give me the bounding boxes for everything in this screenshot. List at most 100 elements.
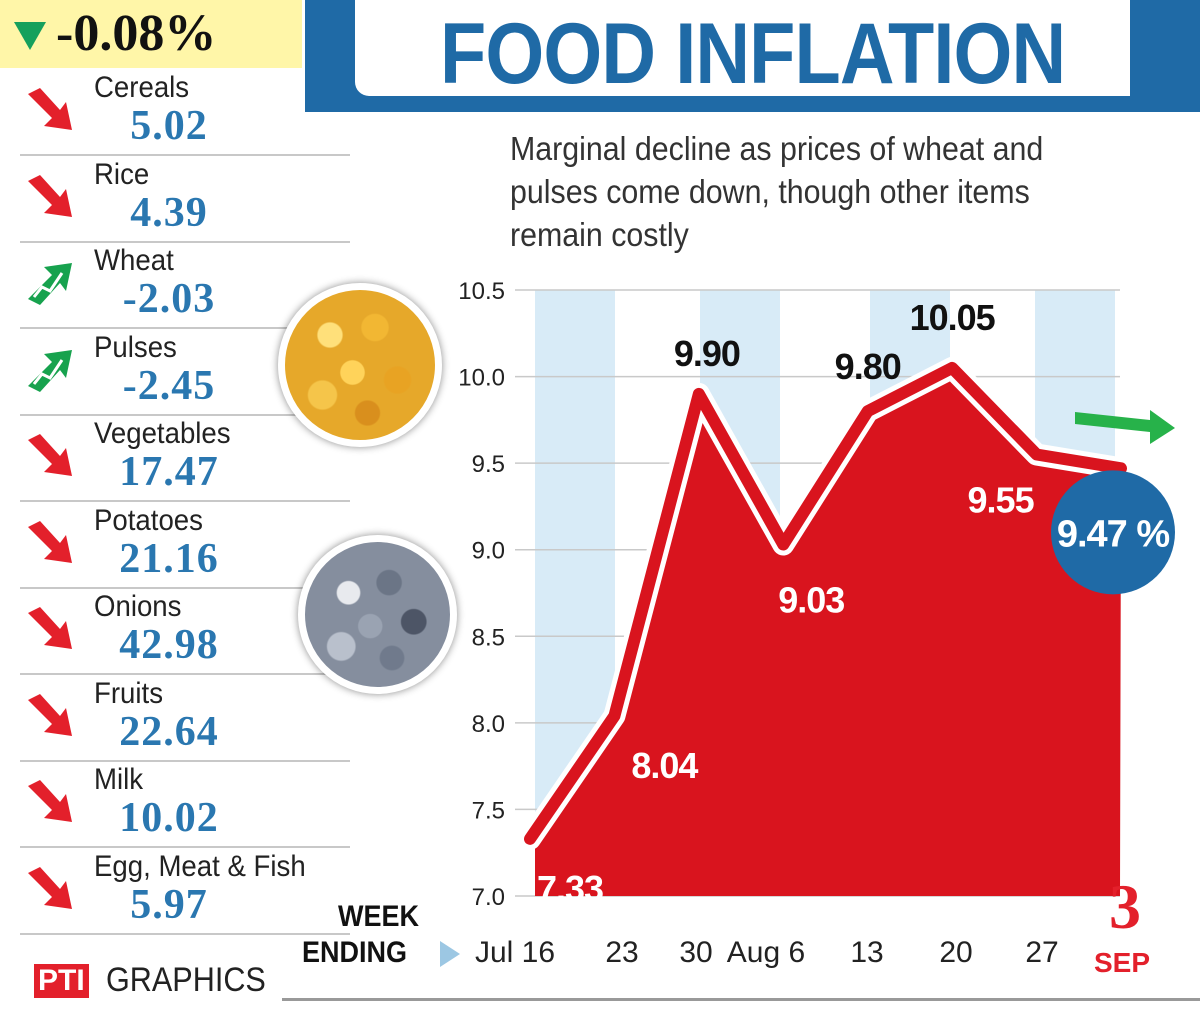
item-label: Wheat (94, 244, 174, 277)
item-label: Egg, Meat & Fish (94, 849, 306, 883)
divider (20, 932, 350, 935)
data-label: 9.80 (835, 346, 901, 387)
data-point (529, 837, 531, 840)
red-up-arrow-icon (26, 865, 74, 913)
item-label: Fruits (94, 676, 163, 710)
item-value: -2.03 (122, 276, 216, 322)
data-point (866, 410, 869, 413)
x-axis-label-line-2: ENDING (302, 936, 408, 969)
data-label: 9.90 (674, 333, 740, 374)
last-value-badge (1051, 470, 1175, 595)
pti-logo: PTI (34, 964, 89, 998)
data-point (782, 543, 785, 546)
data-label: 10.05 (910, 297, 996, 338)
pulses-image (298, 535, 457, 694)
x-tick-label: 23 (605, 936, 638, 969)
x-axis-label-line-1: WEEK (338, 900, 419, 933)
red-up-arrow-icon (26, 519, 74, 567)
divider (20, 846, 350, 848)
series-line (524, 361, 1127, 845)
x-tick-label: 30 (679, 936, 712, 969)
x-tick-label: Aug 6 (727, 936, 805, 969)
y-tick-label: 9.0 (472, 538, 505, 565)
wheat-grains-image (278, 283, 442, 447)
list-item: Rice 4.39 (0, 157, 350, 243)
green-down-arrow-icon (26, 259, 74, 307)
data-point (697, 392, 700, 395)
item-label: Rice (94, 157, 150, 191)
item-label: Onions (94, 590, 182, 623)
data-point (951, 366, 954, 369)
y-tick-label: 10.0 (458, 365, 505, 392)
footer-rule (282, 998, 1200, 1001)
y-tick-label: 8.5 (472, 624, 505, 651)
play-arrow-icon (440, 941, 460, 967)
divider (20, 240, 350, 243)
item-value: 21.16 (119, 535, 219, 582)
list-item: Fruits 22.64 (0, 676, 350, 762)
x-tick-label: 20 (939, 936, 972, 969)
data-point (613, 714, 616, 717)
y-tick-label: 7.0 (472, 884, 505, 911)
red-up-arrow-icon (26, 86, 74, 134)
list-item: Wheat -2.03 (0, 243, 350, 329)
y-tick-label: 7.5 (472, 797, 505, 824)
x-tick-label: SEP (1094, 947, 1150, 978)
list-item: Onions 42.98 (0, 589, 350, 675)
data-label: 9.03 (778, 580, 844, 621)
red-up-arrow-icon (26, 605, 74, 653)
item-value: 42.98 (119, 622, 219, 668)
divider (20, 413, 350, 416)
item-value: 22.64 (119, 708, 219, 755)
data-label: 9.55 (968, 479, 1035, 520)
red-up-arrow-icon (26, 692, 74, 740)
item-value: 10.02 (119, 795, 219, 841)
red-up-arrow-icon (26, 173, 74, 221)
item-label: Milk (94, 763, 144, 796)
y-tick-label: 9.5 (472, 451, 505, 478)
data-point (1035, 453, 1038, 456)
divider (20, 586, 350, 589)
data-label: 9.47 % (1057, 513, 1170, 555)
list-item: Potatoes 21.16 (0, 503, 350, 589)
trend-arrow-icon (1075, 410, 1175, 444)
inflation-chart: 7.0 7.5 8.0 8.5 9.0 9.5 10.0 10.5 7.33 8.04 9.90 9.… (458, 278, 1175, 978)
list-item: Milk 10.02 (0, 762, 350, 848)
item-label: Pulses (94, 330, 177, 364)
item-label: Vegetables (94, 417, 231, 450)
item-label: Potatoes (94, 503, 203, 537)
list-item: Egg, Meat & Fish 5.97 (0, 849, 350, 935)
red-up-arrow-icon (26, 778, 74, 826)
graphics-credit: GRAPHICS (106, 961, 266, 999)
change-badge: -0.08% (0, 0, 302, 68)
data-point (1120, 467, 1122, 470)
list-item: Vegetables 17.47 (0, 416, 350, 502)
x-tick-label: 3 (1109, 871, 1141, 942)
title-panel (355, 0, 1130, 96)
data-label: 7.33 (537, 868, 603, 909)
chart-subtitle: Marginal decline as prices of wheat and … (510, 130, 1044, 253)
list-item: Pulses -2.45 (0, 330, 350, 416)
item-value: 4.39 (130, 189, 208, 236)
item-value: 17.47 (119, 449, 219, 495)
item-label: Cereals (94, 71, 190, 104)
divider (20, 759, 350, 762)
green-down-arrow-icon (26, 346, 74, 394)
x-tick-label: 27 (1025, 936, 1058, 969)
divider (20, 154, 350, 156)
item-value: 5.97 (130, 881, 208, 928)
page-title: FOOD INFLATION (440, 6, 1066, 102)
item-value: -2.45 (122, 362, 216, 409)
divider (20, 500, 350, 502)
divider (20, 673, 350, 675)
y-tick-label: 10.5 (458, 278, 505, 305)
x-tick-label: 13 (850, 936, 883, 969)
red-up-arrow-icon (26, 432, 74, 480)
change-value: -0.08% (56, 5, 217, 62)
divider (20, 327, 350, 329)
down-triangle-icon (14, 22, 46, 50)
item-value: 5.02 (130, 103, 208, 149)
x-tick-label: Jul 16 (475, 936, 555, 969)
data-label: 8.04 (631, 745, 698, 786)
list-item: Cereals 5.02 (0, 70, 350, 156)
